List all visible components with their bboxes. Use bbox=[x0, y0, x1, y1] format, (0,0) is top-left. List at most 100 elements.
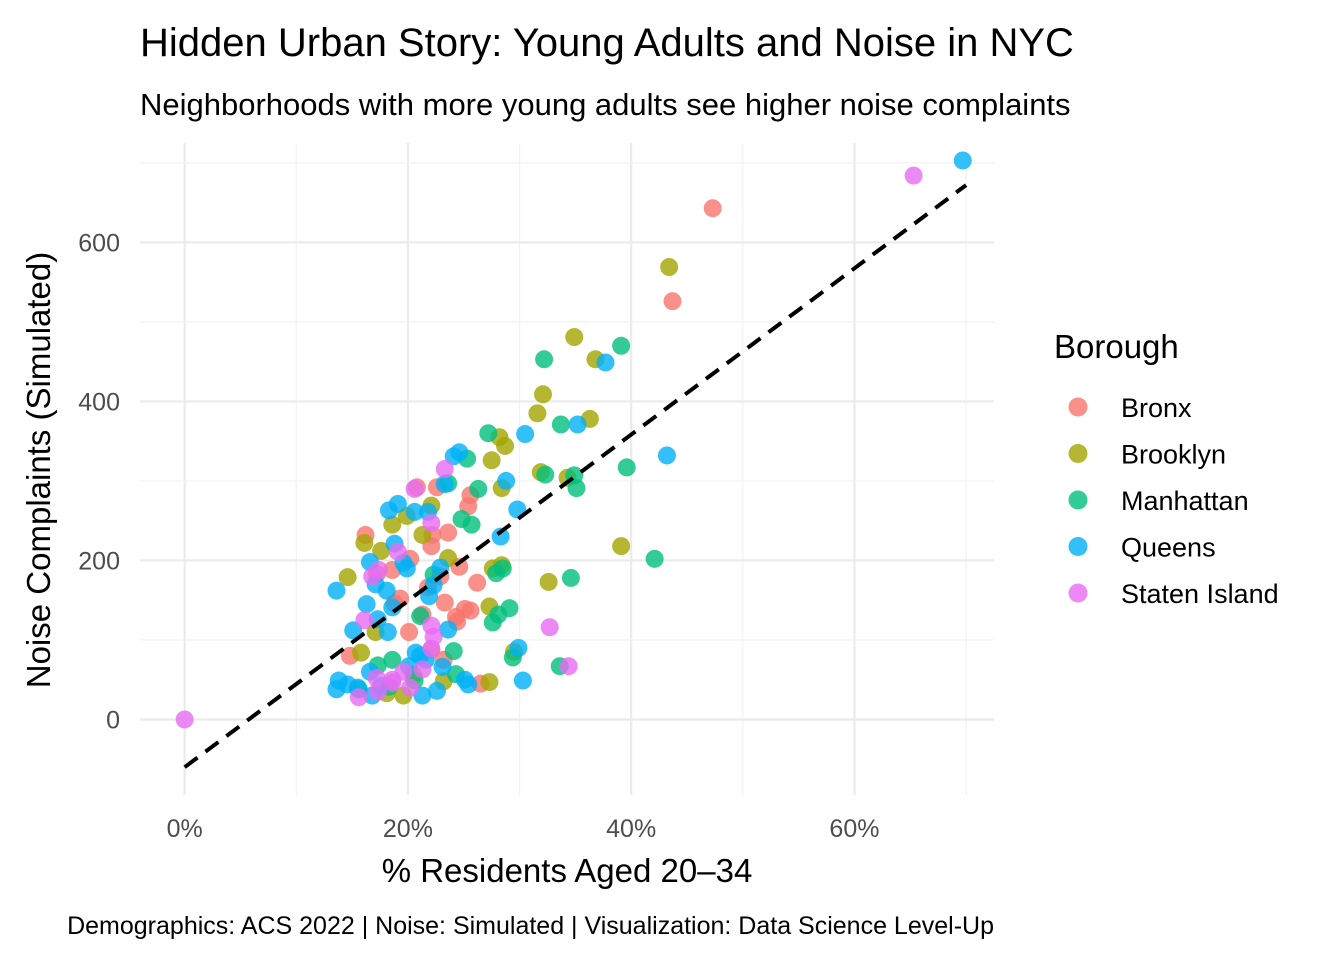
data-point bbox=[372, 541, 391, 560]
data-point bbox=[617, 458, 636, 477]
data-point bbox=[368, 682, 387, 701]
data-point bbox=[540, 618, 559, 637]
y-tick-label: 400 bbox=[78, 388, 120, 416]
data-point bbox=[433, 657, 452, 676]
data-point bbox=[355, 533, 374, 552]
y-axis-ticks: 0 200 400 600 bbox=[78, 229, 120, 734]
data-point bbox=[406, 643, 425, 662]
data-point bbox=[953, 151, 972, 170]
legend-key bbox=[1068, 444, 1088, 463]
data-point bbox=[327, 581, 346, 600]
data-point bbox=[462, 515, 481, 534]
y-tick-label: 600 bbox=[78, 229, 120, 257]
legend-key bbox=[1068, 537, 1088, 556]
data-point bbox=[660, 258, 679, 277]
data-point bbox=[352, 643, 371, 662]
data-point bbox=[703, 199, 722, 218]
data-point bbox=[378, 623, 397, 641]
data-point bbox=[175, 710, 194, 729]
data-point bbox=[422, 639, 441, 658]
data-point bbox=[405, 502, 424, 521]
y-tick-label: 200 bbox=[78, 547, 120, 575]
data-point bbox=[561, 568, 580, 587]
data-point bbox=[377, 581, 396, 600]
data-point bbox=[413, 660, 432, 679]
data-point bbox=[329, 671, 348, 690]
data-point bbox=[355, 611, 374, 630]
legend-label: Brooklyn bbox=[1121, 440, 1226, 470]
data-point bbox=[551, 415, 570, 434]
data-point bbox=[444, 447, 463, 466]
data-point bbox=[435, 475, 454, 494]
data-point bbox=[516, 425, 535, 444]
data-point bbox=[439, 620, 458, 639]
data-point bbox=[513, 671, 532, 690]
data-point bbox=[645, 549, 664, 568]
trend-line bbox=[183, 183, 968, 769]
data-point bbox=[388, 542, 407, 561]
y-tick-label: 0 bbox=[106, 706, 120, 734]
chart-title: Hidden Urban Story: Young Adults and Noi… bbox=[140, 21, 1074, 65]
data-point bbox=[383, 650, 402, 669]
data-point bbox=[397, 559, 416, 578]
data-point bbox=[482, 451, 501, 470]
trend-line-group bbox=[183, 183, 968, 769]
data-point bbox=[657, 446, 676, 465]
chart-caption: Demographics: ACS 2022 | Noise: Simulate… bbox=[67, 912, 994, 940]
data-point bbox=[363, 567, 382, 586]
data-point bbox=[565, 328, 584, 347]
data-point bbox=[469, 479, 488, 498]
legend-label: Staten Island bbox=[1121, 579, 1279, 609]
data-point bbox=[539, 572, 558, 591]
data-point bbox=[533, 385, 552, 404]
data-point bbox=[394, 662, 413, 681]
legend-key bbox=[1068, 583, 1088, 603]
legend-label: Bronx bbox=[1121, 393, 1192, 423]
data-point bbox=[368, 610, 387, 629]
data-point bbox=[596, 353, 615, 372]
data-point bbox=[379, 501, 398, 520]
data-point bbox=[568, 415, 587, 434]
data-point bbox=[338, 568, 357, 587]
data-point bbox=[422, 514, 441, 533]
data-point bbox=[439, 523, 458, 542]
data-point bbox=[401, 678, 420, 697]
legend-label: Manhattan bbox=[1121, 486, 1249, 516]
data-point bbox=[663, 292, 682, 311]
legend: Borough Bronx Brooklyn Manhattan Queens Stat… bbox=[1054, 328, 1279, 609]
data-point bbox=[479, 424, 498, 443]
data-point bbox=[459, 675, 478, 694]
data-point bbox=[528, 404, 547, 423]
data-point bbox=[367, 669, 386, 688]
y-axis-title: Noise Complaints (Simulated) bbox=[20, 252, 57, 689]
data-point bbox=[383, 673, 402, 692]
x-tick-label: 0% bbox=[167, 815, 203, 843]
x-tick-label: 40% bbox=[606, 815, 656, 843]
x-tick-label: 60% bbox=[829, 815, 879, 843]
chart-subtitle: Neighborhoods with more young adults see… bbox=[140, 87, 1071, 122]
x-tick-label: 20% bbox=[383, 815, 433, 843]
data-point bbox=[904, 166, 923, 185]
legend-title: Borough bbox=[1054, 328, 1179, 365]
data-point bbox=[612, 537, 631, 556]
data-point bbox=[491, 527, 510, 546]
data-points bbox=[175, 151, 972, 729]
data-point bbox=[405, 479, 424, 498]
data-point bbox=[500, 599, 519, 618]
data-point bbox=[435, 460, 454, 478]
data-point bbox=[468, 573, 487, 592]
data-point bbox=[612, 336, 631, 355]
data-point bbox=[535, 350, 554, 369]
data-point bbox=[480, 673, 499, 692]
legend-key bbox=[1068, 490, 1088, 510]
data-point bbox=[357, 595, 376, 614]
data-point bbox=[559, 657, 578, 676]
data-point bbox=[435, 593, 454, 612]
legend-label: Queens bbox=[1121, 533, 1216, 563]
data-point bbox=[509, 638, 528, 657]
data-point bbox=[444, 642, 463, 661]
data-point bbox=[383, 598, 402, 617]
data-point bbox=[497, 471, 516, 490]
x-axis-title: % Residents Aged 20–34 bbox=[382, 852, 753, 889]
